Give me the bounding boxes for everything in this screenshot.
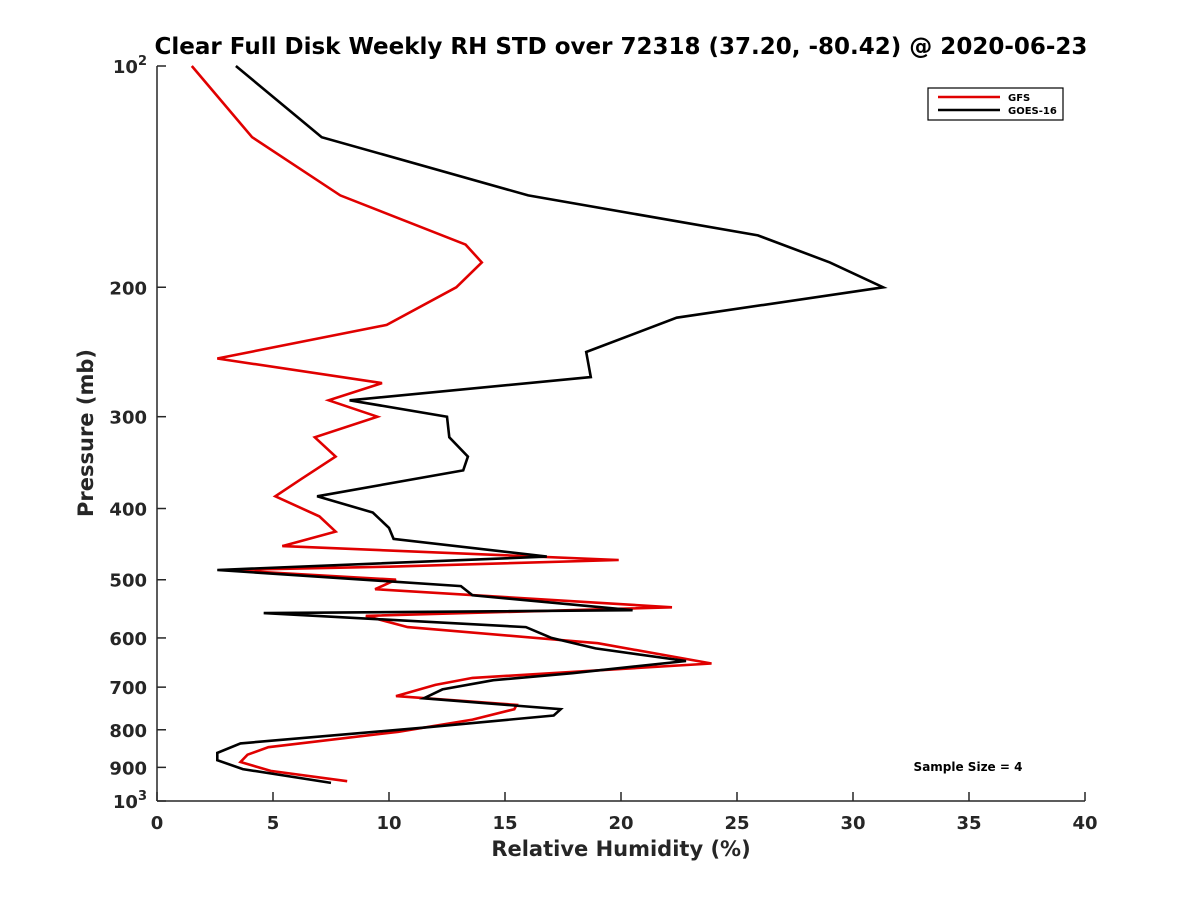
y-axis-label: Pressure (mb) <box>74 349 98 517</box>
chart-title: Clear Full Disk Weekly RH STD over 72318… <box>155 34 1088 60</box>
legend-box <box>927 87 1064 121</box>
x-tick-label: 0 <box>151 813 164 834</box>
legend: GFS GOES-16 <box>927 87 1064 121</box>
legend-label-goes16: GOES-16 <box>1008 106 1057 117</box>
x-tick-label: 25 <box>724 813 749 834</box>
y-tick-label: 300 <box>109 408 147 429</box>
y-tick-label: 700 <box>109 678 147 699</box>
legend-label-gfs: GFS <box>1008 93 1030 104</box>
y-tick-label: 400 <box>109 500 147 521</box>
y-tick-label: 600 <box>109 629 147 650</box>
y-tick-label: 500 <box>109 571 147 592</box>
y-axis-ticks: 102 200 300 400 500 600 700 800 900 103 <box>109 54 166 813</box>
x-tick-label: 20 <box>608 813 633 834</box>
y-tick-label: 102 <box>113 54 147 78</box>
x-tick-label: 5 <box>267 813 280 834</box>
x-axis-label: Relative Humidity (%) <box>491 837 750 861</box>
x-tick-label: 30 <box>840 813 865 834</box>
y-tick-label: 103 <box>113 789 147 813</box>
series-line-gfs <box>190 65 712 783</box>
series-line-goes16 <box>216 64 888 785</box>
sample-size-annotation: Sample Size = 4 <box>914 760 1023 774</box>
y-tick-label: 200 <box>109 278 147 299</box>
x-tick-label: 40 <box>1072 813 1097 834</box>
x-tick-label: 15 <box>492 813 517 834</box>
y-tick-label: 800 <box>109 721 147 742</box>
x-tick-label: 35 <box>956 813 981 834</box>
plot-area <box>190 64 888 785</box>
x-axis-ticks: 0 5 10 15 20 25 30 35 40 <box>151 792 1098 834</box>
x-tick-label: 10 <box>376 813 401 834</box>
y-tick-label: 900 <box>109 758 147 779</box>
